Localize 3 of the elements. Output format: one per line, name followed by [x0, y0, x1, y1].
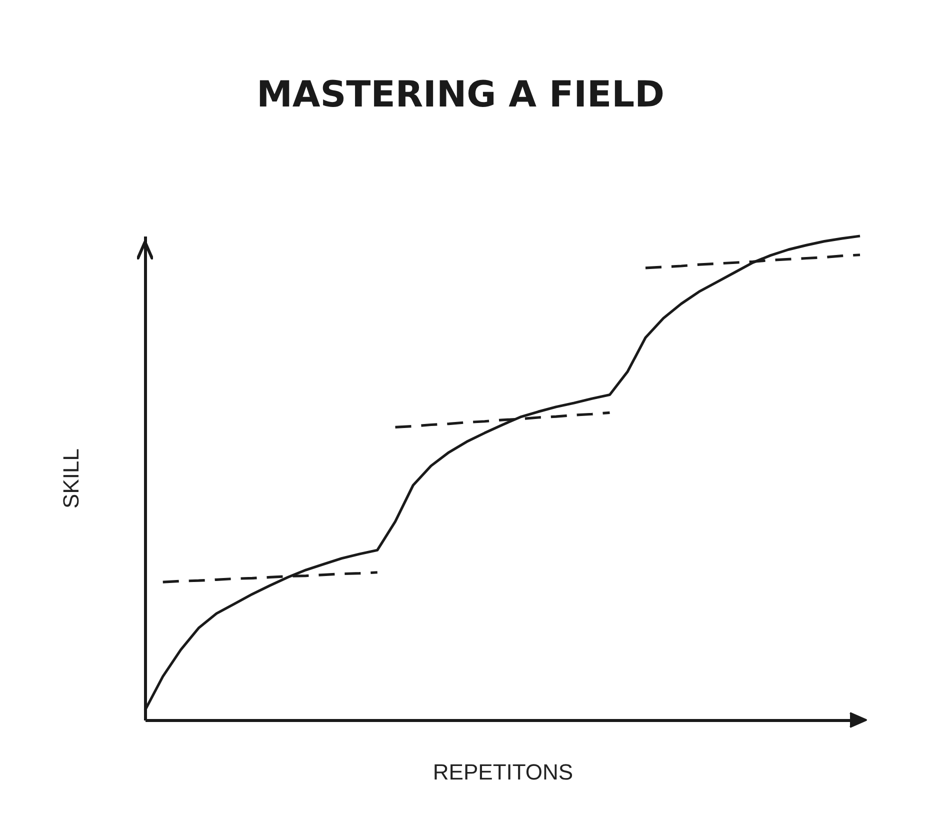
y-axis-title: SKILL: [58, 448, 84, 508]
x-axis-title: REPETITONS: [432, 760, 574, 784]
chart-title: MASTERING A FIELD: [256, 74, 664, 116]
